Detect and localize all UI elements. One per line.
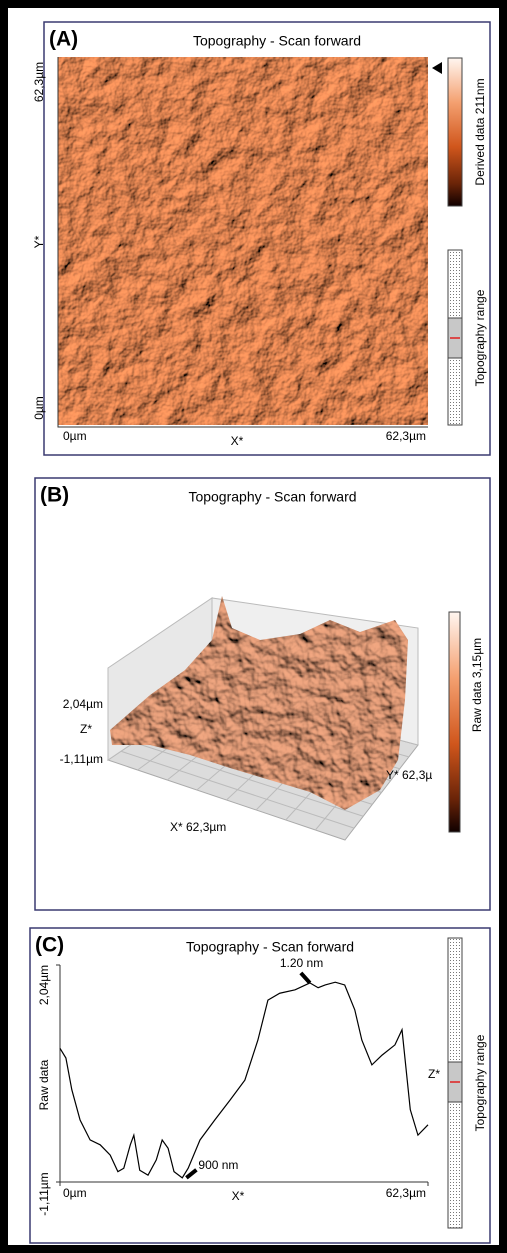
x-tick-label: 62,3µm <box>386 429 426 443</box>
y-tick-label: 2,04µm <box>37 965 51 1005</box>
annotation-text: 900 nm <box>198 1158 238 1172</box>
topography-image <box>58 57 428 425</box>
panels: (A) Topography - Scan forward Y* 62,3µm 0µm 0… <box>29 21 491 1244</box>
y-tick-label: 0µm <box>32 396 46 420</box>
profile-line <box>59 981 429 1179</box>
z-tick-label: -1,11µm <box>60 752 103 766</box>
panel-frame <box>43 21 491 456</box>
y-axis-label: Y* 62,3µ <box>386 768 432 782</box>
panel-title: Topography - Scan forward <box>193 33 361 49</box>
y-tick-label: -1,11µm <box>37 1172 51 1215</box>
panel-frame <box>29 927 491 1244</box>
colorbar-label: Derived data 211nm <box>473 78 487 185</box>
x-axis-label: X* <box>231 434 244 448</box>
axis-line <box>57 57 428 428</box>
annotation-marker <box>299 971 312 985</box>
y-axis-label: Raw data <box>37 1059 51 1110</box>
x-tick-label: 0µm <box>63 429 87 443</box>
y-tick-label: 62,3µm <box>32 62 46 102</box>
z-tick-label: 2,04µm <box>63 697 103 711</box>
colorbar-pointer <box>432 62 442 74</box>
side-label: Z* <box>428 1067 440 1081</box>
x-axis-label: X* 62,3µm <box>170 820 226 834</box>
panel-title: Topography - Scan forward <box>188 489 356 505</box>
colorbar <box>448 611 461 833</box>
annotation-marker <box>185 1168 198 1180</box>
panel-label: (B) <box>40 484 69 507</box>
range-label: Topography range <box>473 1034 487 1131</box>
z-axis-label: Z* <box>80 722 92 736</box>
range-label: Topography range <box>473 289 487 386</box>
colorbar-label: Raw data 3,15µm <box>470 638 484 732</box>
panel-label: (C) <box>35 934 64 957</box>
x-tick-label: 0µm <box>63 1186 87 1200</box>
surface <box>110 596 408 810</box>
y-axis-label: Y* <box>32 235 46 248</box>
colorbar <box>447 57 463 207</box>
panel-label: (A) <box>49 28 78 51</box>
panel-frame <box>34 477 491 911</box>
x-axis-label: X* <box>232 1189 245 1203</box>
x-tick-label: 62,3µm <box>386 1186 426 1200</box>
panel-title: Topography - Scan forward <box>186 939 354 955</box>
annotation-text: 1.20 nm <box>280 956 323 970</box>
